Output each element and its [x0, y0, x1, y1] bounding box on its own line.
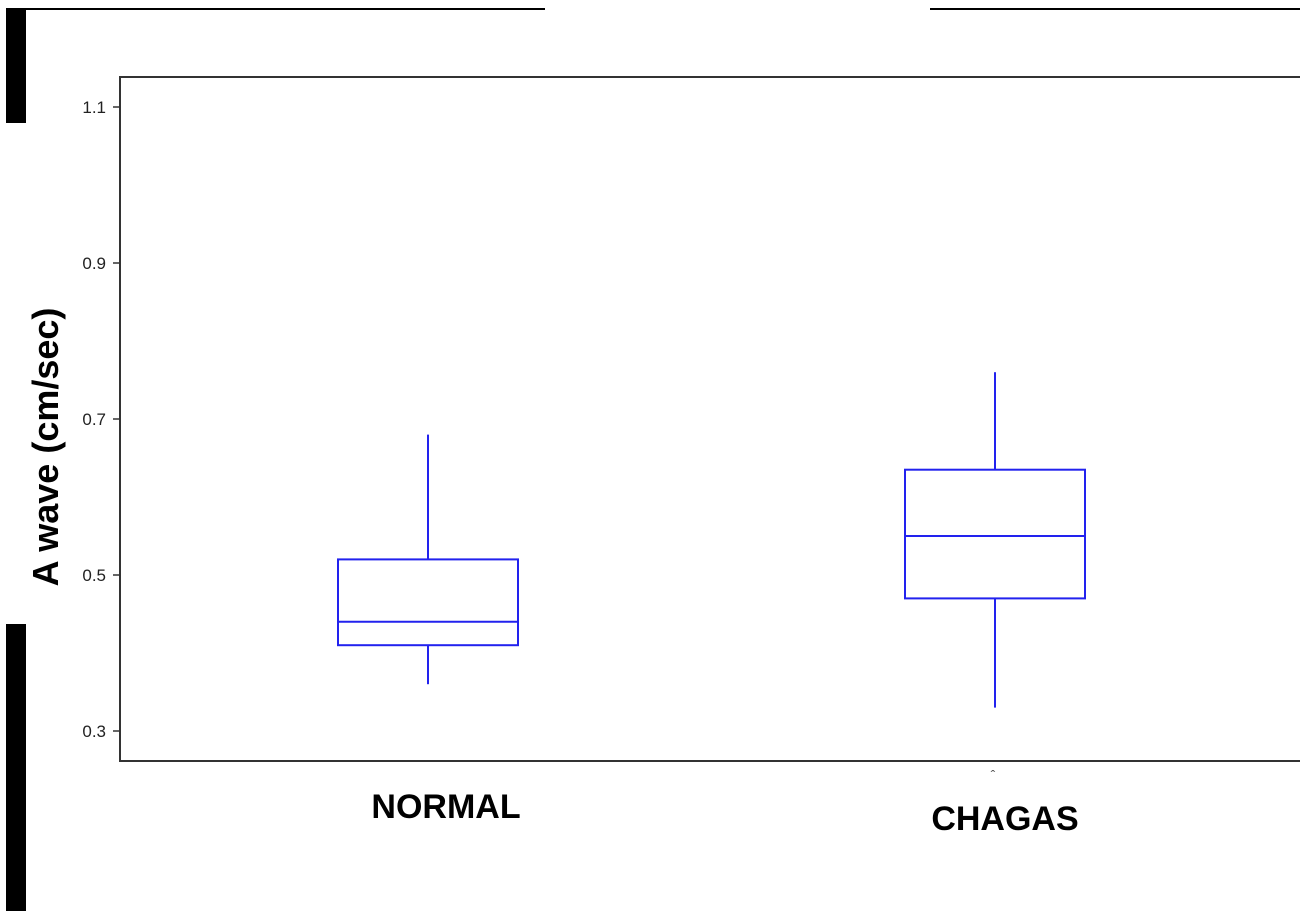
- y-tick-label: 0.7: [82, 410, 106, 429]
- boxes-layer: [337, 372, 1086, 708]
- y-tick-label: 1.1: [82, 98, 106, 117]
- x-axis-labels: NORMAL CHAGAS: [371, 788, 1078, 838]
- box-normal: [337, 434, 519, 685]
- box-chagas: [904, 372, 1086, 708]
- left-edge-bar-top: [6, 8, 26, 123]
- y-tick-label: 0.3: [82, 722, 106, 741]
- y-tick-label: 0.9: [82, 254, 106, 273]
- caret-mark: ˆ: [991, 767, 996, 783]
- iqr-box: [904, 468, 1086, 600]
- iqr-box: [337, 558, 519, 647]
- x-category-label: NORMAL: [371, 788, 520, 826]
- y-axis-title: A wave (cm/sec): [25, 308, 66, 587]
- y-tick-label: 0.5: [82, 566, 106, 585]
- left-edge-bar-bottom: [6, 624, 26, 911]
- y-axis-ticks: 0.3 0.5 0.7 0.9 1.1: [82, 98, 120, 741]
- x-category-label: CHAGAS: [931, 800, 1078, 838]
